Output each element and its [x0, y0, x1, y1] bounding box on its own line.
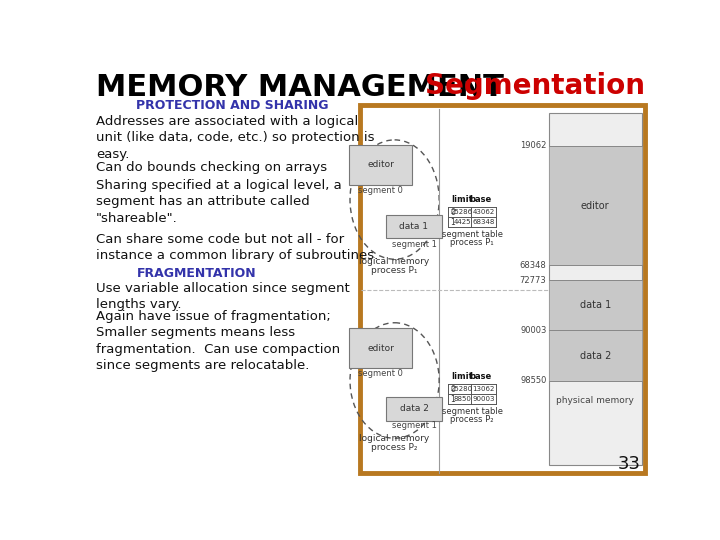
Text: 33: 33: [617, 455, 640, 473]
Text: Addresses are associated with a logical
unit (like data, code, etc.) so protecti: Addresses are associated with a logical …: [96, 115, 374, 161]
Text: 13062: 13062: [472, 386, 495, 393]
Bar: [549, 330, 642, 381]
Text: Can share some code but not all - for
instance a common library of subroutines.: Can share some code but not all - for in…: [96, 233, 379, 262]
Text: 0: 0: [451, 385, 455, 394]
Text: 72773: 72773: [520, 276, 546, 285]
Text: Use variable allocation since segment
lengths vary.: Use variable allocation since segment le…: [96, 282, 350, 312]
Text: physical memory: physical memory: [557, 396, 634, 405]
Text: editor: editor: [367, 343, 394, 353]
Text: 0: 0: [451, 208, 455, 217]
Text: 43062: 43062: [472, 210, 495, 215]
Text: FRAGMENTATION: FRAGMENTATION: [137, 267, 256, 280]
Text: logical memory: logical memory: [359, 434, 430, 443]
Text: data 2: data 2: [580, 351, 611, 361]
Bar: [549, 113, 642, 465]
Bar: [549, 280, 642, 330]
Text: 68348: 68348: [520, 260, 546, 269]
Text: process P₂: process P₂: [450, 415, 494, 424]
Text: Can do bounds checking on arrays: Can do bounds checking on arrays: [96, 161, 328, 174]
Text: 19062: 19062: [520, 141, 546, 150]
Text: 25286: 25286: [451, 210, 473, 215]
Bar: [349, 328, 413, 368]
Text: data 2: data 2: [400, 404, 428, 414]
Text: base: base: [469, 195, 492, 204]
Text: data 1: data 1: [580, 300, 611, 310]
Bar: [386, 215, 442, 238]
Text: 1: 1: [451, 395, 455, 404]
Text: base: base: [469, 372, 492, 381]
Text: process P₁: process P₁: [372, 266, 418, 275]
Text: 90003: 90003: [472, 396, 495, 402]
Bar: [349, 145, 413, 185]
Bar: [360, 105, 645, 473]
Text: editor: editor: [367, 160, 394, 170]
Text: Segmentation: Segmentation: [425, 72, 645, 100]
Text: editor: editor: [581, 201, 610, 211]
Text: MEMORY MANAGEMENT: MEMORY MANAGEMENT: [96, 72, 504, 102]
Text: segment 1: segment 1: [392, 240, 436, 248]
Text: Sharing specified at a logical level, a
segment has an attribute called
"shareab: Sharing specified at a logical level, a …: [96, 179, 342, 225]
Text: segment 0: segment 0: [358, 369, 403, 378]
Text: segment table: segment table: [441, 408, 503, 416]
Text: 1: 1: [451, 218, 455, 227]
Text: process P₁: process P₁: [450, 238, 494, 247]
Text: limit: limit: [451, 195, 473, 204]
Bar: [386, 397, 442, 421]
Text: 90003: 90003: [520, 326, 546, 335]
Text: segment table: segment table: [441, 231, 503, 239]
Text: data 1: data 1: [400, 222, 428, 231]
Text: logical memory: logical memory: [359, 257, 430, 266]
Text: PROTECTION AND SHARING: PROTECTION AND SHARING: [137, 99, 329, 112]
Text: segment 0: segment 0: [358, 186, 403, 195]
Text: process P₂: process P₂: [372, 443, 418, 452]
Text: 98550: 98550: [520, 376, 546, 385]
Text: Again have issue of fragmentation;
Smaller segments means less
fragmentation.  C: Again have issue of fragmentation; Small…: [96, 309, 341, 372]
Text: segment 1: segment 1: [392, 421, 436, 430]
Text: limit: limit: [451, 372, 473, 381]
Bar: [549, 146, 642, 265]
Text: 4425: 4425: [454, 219, 471, 225]
Text: 8850: 8850: [453, 396, 471, 402]
Text: 68348: 68348: [472, 219, 495, 225]
Text: 25280: 25280: [451, 386, 473, 393]
